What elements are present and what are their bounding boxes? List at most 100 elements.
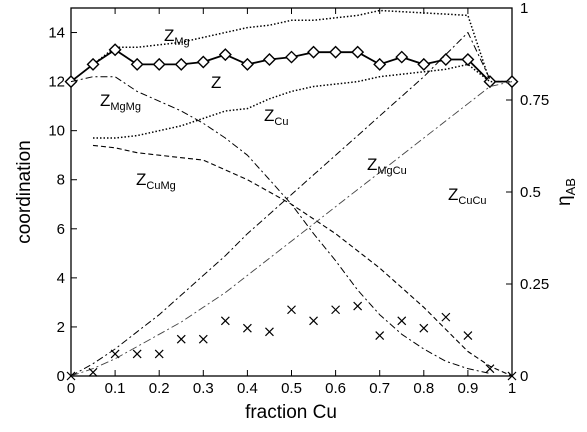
z-cu-line <box>93 63 512 139</box>
z-point <box>174 57 188 71</box>
label-base: Z <box>367 155 377 174</box>
x-tick-label: 0.1 <box>105 380 126 397</box>
label-z: Z <box>211 73 221 92</box>
z-point <box>373 57 387 71</box>
y2-tick-label: 1 <box>520 0 528 17</box>
y2-axis-title: ηAB <box>554 178 578 206</box>
z-point <box>218 48 232 62</box>
x-tick-label: 0.9 <box>457 380 478 397</box>
eta-ab-marker <box>287 305 296 315</box>
eta-ab-marker <box>110 349 120 359</box>
y-tick-label: 8 <box>57 172 65 189</box>
y-tick-label: 12 <box>48 74 65 91</box>
z-cucu-line <box>70 81 513 377</box>
eta-ab-marker-stroke <box>242 323 252 333</box>
z-point <box>240 57 254 71</box>
z-mgcu-line <box>70 32 491 377</box>
z-point <box>307 45 321 59</box>
eta-ab-marker <box>463 331 473 340</box>
x-tick-label: 0.6 <box>325 380 346 397</box>
label-z-mgmg: ZMgMg <box>100 91 141 113</box>
eta-ab-marker <box>176 334 186 344</box>
eta-ab-marker-stroke <box>265 327 274 337</box>
series-layer <box>64 9 519 381</box>
z-point <box>86 57 100 71</box>
label-base: Z <box>100 91 110 110</box>
label-sub: CuCu <box>458 195 486 207</box>
eta-ab-marker-stroke <box>110 349 120 359</box>
y-tick-label: 2 <box>57 319 65 336</box>
y-axis-title: coordination <box>14 140 35 244</box>
eta-ab-marker <box>309 316 318 326</box>
x-tick-label: 0 <box>67 380 75 397</box>
eta-ab-marker-stroke <box>154 349 164 359</box>
x-axis-title: fraction Cu <box>245 402 337 423</box>
y2-axis-title-base: η <box>554 195 575 206</box>
eta-ab-marker <box>198 334 208 344</box>
eta-ab-marker <box>485 364 495 374</box>
z-mg-line <box>92 9 491 82</box>
eta-ab-marker <box>441 312 451 322</box>
z-point <box>417 57 431 71</box>
label-sub: MgCu <box>377 165 406 177</box>
eta-ab-marker-stroke <box>441 312 451 322</box>
eta-ab-marker-stroke <box>309 316 318 326</box>
z-point <box>196 55 210 69</box>
z-point <box>351 45 365 59</box>
eta-ab-marker <box>331 305 341 315</box>
label-sub: CuMg <box>146 180 175 192</box>
z-mgmg-line <box>70 76 491 374</box>
eta-ab-marker-stroke <box>507 371 517 381</box>
x-tick-label: 1 <box>508 380 516 397</box>
eta-ab-marker-stroke <box>419 323 429 333</box>
eta-ab-marker-stroke <box>198 334 208 344</box>
z-point <box>483 75 497 89</box>
x-tick-label: 0.8 <box>413 380 434 397</box>
label-z-cu: ZCu <box>264 106 288 128</box>
eta-ab-marker <box>419 323 429 333</box>
eta-ab-marker-stroke <box>176 334 186 344</box>
label-sub: MgMg <box>110 101 141 113</box>
label-z-cumg: ZCuMg <box>136 170 176 192</box>
eta-ab-marker-stroke <box>397 316 407 326</box>
eta-ab-marker-stroke <box>220 316 230 326</box>
z-point <box>108 43 122 57</box>
x-tick-label: 0.4 <box>237 380 258 397</box>
z-point <box>152 57 166 71</box>
label-base: Z <box>136 170 146 189</box>
label-base: Z <box>264 106 274 125</box>
y2-tick-label: 0 <box>520 368 528 385</box>
eta-ab-marker <box>242 323 252 333</box>
x-tick-label: 0.7 <box>369 380 390 397</box>
label-z-mgcu: ZMgCu <box>367 155 407 177</box>
eta-ab-marker-stroke <box>287 305 296 315</box>
y-tick-label: 10 <box>48 123 65 140</box>
eta-ab-marker-stroke <box>132 349 142 359</box>
y2-axis-title-sub: AB <box>563 178 578 195</box>
y-tick-label: 4 <box>57 270 65 287</box>
eta-ab-marker <box>132 349 142 359</box>
y-tick-label: 0 <box>57 368 65 385</box>
label-base: Z <box>448 185 458 204</box>
eta-ab-marker <box>507 371 517 381</box>
eta-ab-marker-stroke <box>463 331 473 340</box>
z-point <box>329 45 343 59</box>
eta-ab-marker <box>353 301 363 311</box>
y-tick-label: 14 <box>48 25 65 42</box>
y-tick-label: 6 <box>57 221 65 238</box>
eta-ab-marker <box>220 316 230 326</box>
z-point <box>395 50 409 64</box>
label-sub: Mg <box>174 36 189 48</box>
z-cumg-line <box>92 144 513 377</box>
label-base: Z <box>211 73 221 92</box>
x-tick-label: 0.5 <box>281 380 302 397</box>
y2-tick-label: 0.25 <box>520 276 549 293</box>
eta-ab-marker-stroke <box>485 364 495 374</box>
z-point <box>130 57 144 71</box>
eta-ab-marker <box>265 327 274 337</box>
eta-ab-marker <box>375 331 385 340</box>
eta-ab-marker-stroke <box>66 371 76 381</box>
x-tick-label: 0.3 <box>193 380 214 397</box>
z-point <box>461 53 475 67</box>
